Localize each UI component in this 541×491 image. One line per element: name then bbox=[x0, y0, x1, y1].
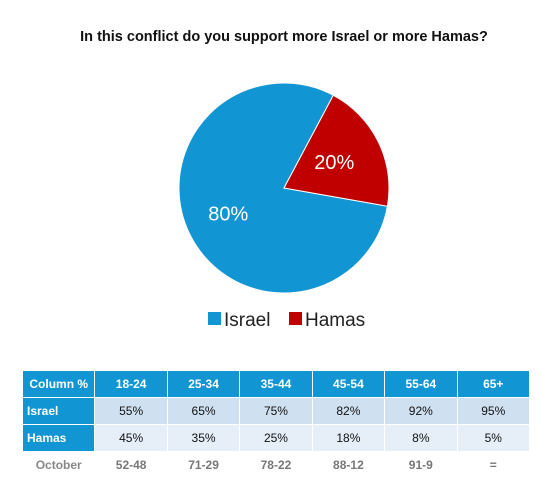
table-header-18-24: 18-24 bbox=[94, 370, 168, 398]
pie-slices bbox=[178, 82, 390, 294]
israel-35-44: 75% bbox=[239, 397, 313, 425]
october-row-label: October bbox=[22, 451, 95, 478]
pie-labels: 80% 20% bbox=[208, 152, 354, 226]
israel-legend-swatch bbox=[208, 312, 221, 325]
israel-65-plus: 95% bbox=[456, 397, 531, 425]
october-18-24: 52-48 bbox=[94, 451, 168, 478]
table-header-55-64: 55-64 bbox=[384, 370, 458, 398]
israel-45-54: 82% bbox=[311, 397, 386, 425]
israel-row-label: Israel bbox=[21, 397, 96, 425]
hamas-45-54: 18% bbox=[311, 424, 386, 452]
legend: Israel Hamas bbox=[208, 310, 365, 331]
table-row-october: October 52-48 71-29 78-22 88-12 91-9 = bbox=[22, 451, 530, 478]
hamas-legend-swatch bbox=[289, 312, 302, 325]
october-35-44: 78-22 bbox=[239, 451, 313, 478]
table-row-hamas: Hamas 45% 35% 25% 18% 8% 5% bbox=[21, 424, 531, 452]
hamas-legend-label: Hamas bbox=[305, 310, 365, 331]
age-support-table: Column % 18-24 25-34 35-44 45-54 55-64 6… bbox=[21, 370, 531, 478]
october-65-plus: = bbox=[457, 451, 530, 478]
pie-chart: 80% 20% Israel Hamas bbox=[178, 82, 390, 331]
chart-title: In this conflict do you support more Isr… bbox=[80, 29, 488, 45]
hamas-18-24: 45% bbox=[94, 424, 168, 452]
hamas-25-34: 35% bbox=[166, 424, 241, 452]
hamas-slice-label: 20% bbox=[314, 152, 354, 174]
table-header-45-54: 45-54 bbox=[311, 370, 386, 398]
israel-25-34: 65% bbox=[166, 397, 241, 425]
hamas-slice bbox=[283, 94, 390, 207]
israel-55-64: 92% bbox=[384, 397, 458, 425]
israel-legend-label: Israel bbox=[224, 310, 270, 331]
table-header-25-34: 25-34 bbox=[166, 370, 241, 398]
hamas-65-plus: 5% bbox=[456, 424, 531, 452]
october-45-54: 88-12 bbox=[312, 451, 385, 478]
table-header-65-plus: 65+ bbox=[456, 370, 531, 398]
hamas-55-64: 8% bbox=[384, 424, 458, 452]
table-row-israel: Israel 55% 65% 75% 82% 92% 95% bbox=[21, 397, 531, 425]
october-25-34: 71-29 bbox=[167, 451, 240, 478]
israel-slice bbox=[178, 82, 388, 294]
hamas-35-44: 25% bbox=[239, 424, 313, 452]
table-header-35-44: 35-44 bbox=[239, 370, 313, 398]
israel-18-24: 55% bbox=[94, 397, 168, 425]
table-header-row: Column % 18-24 25-34 35-44 45-54 55-64 6… bbox=[21, 370, 531, 398]
table-header-column-percent: Column % bbox=[21, 370, 96, 398]
hamas-row-label: Hamas bbox=[21, 424, 96, 452]
israel-slice-label: 80% bbox=[208, 203, 248, 225]
october-55-64: 91-9 bbox=[384, 451, 458, 478]
